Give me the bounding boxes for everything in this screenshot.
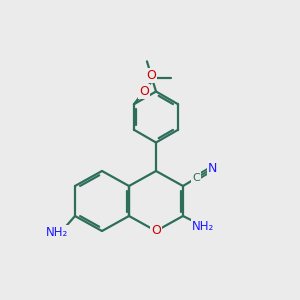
Text: NH₂: NH₂ <box>192 220 214 232</box>
Text: NH₂: NH₂ <box>46 226 68 239</box>
Text: O: O <box>146 69 156 82</box>
Text: C: C <box>192 173 200 183</box>
Text: O: O <box>139 85 149 98</box>
Text: O: O <box>151 224 161 238</box>
Text: N: N <box>208 162 217 175</box>
